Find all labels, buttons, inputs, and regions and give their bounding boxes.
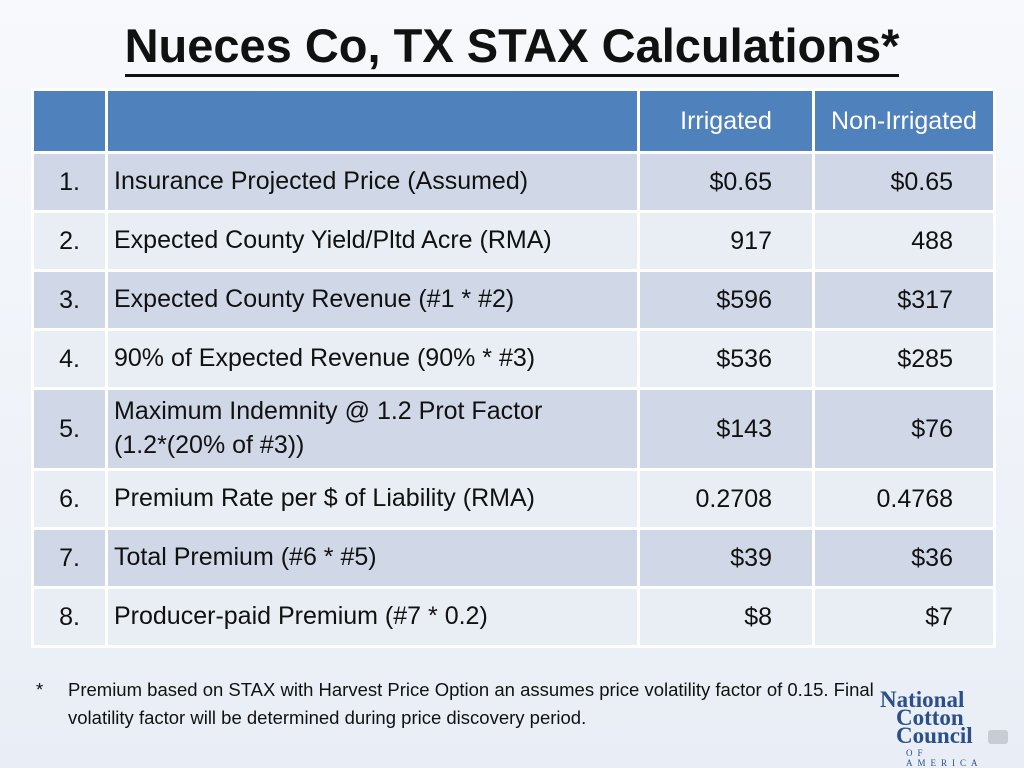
row-number: 3. bbox=[31, 269, 108, 331]
row-description: Producer-paid Premium (#7 * 0.2) bbox=[105, 586, 640, 648]
table-row: 3. Expected County Revenue (#1 * #2) $59… bbox=[31, 269, 996, 331]
table-row: 7. Total Premium (#6 * #5) $39 $36 bbox=[31, 527, 996, 589]
table-row: 5. Maximum Indemnity @ 1.2 Prot Factor (… bbox=[31, 387, 996, 471]
logo-line-council: Council bbox=[896, 723, 973, 748]
row-non-irrigated-value: $76 bbox=[812, 387, 996, 471]
row-irrigated-value: 0.2708 bbox=[637, 468, 815, 530]
stax-calculation-table: Irrigated Non-Irrigated 1. Insurance Pro… bbox=[31, 88, 996, 648]
header-cell-desc bbox=[105, 88, 640, 154]
table-row: 4. 90% of Expected Revenue (90% * #3) $5… bbox=[31, 328, 996, 390]
logo-emblem-icon bbox=[988, 730, 1008, 744]
table-row: 8. Producer-paid Premium (#7 * 0.2) $8 $… bbox=[31, 586, 996, 648]
row-description: Premium Rate per $ of Liability (RMA) bbox=[105, 468, 640, 530]
row-non-irrigated-value: 488 bbox=[812, 210, 996, 272]
row-non-irrigated-value: $0.65 bbox=[812, 151, 996, 213]
table-row: 2. Expected County Yield/Pltd Acre (RMA)… bbox=[31, 210, 996, 272]
row-description: Maximum Indemnity @ 1.2 Prot Factor (1.2… bbox=[105, 387, 640, 471]
header-cell-num bbox=[31, 88, 108, 154]
row-non-irrigated-value: $7 bbox=[812, 586, 996, 648]
row-description: Expected County Revenue (#1 * #2) bbox=[105, 269, 640, 331]
row-irrigated-value: $536 bbox=[637, 328, 815, 390]
table-row: 6. Premium Rate per $ of Liability (RMA)… bbox=[31, 468, 996, 530]
footnote-marker: * bbox=[36, 679, 44, 700]
row-number: 6. bbox=[31, 468, 108, 530]
ncc-logo: National Cotton Council OF AMERICA bbox=[880, 687, 1010, 768]
row-non-irrigated-value: $36 bbox=[812, 527, 996, 589]
logo-line-cotton: Cotton bbox=[896, 705, 964, 730]
row-non-irrigated-value: $285 bbox=[812, 328, 996, 390]
logo-tagline: OF AMERICA bbox=[906, 748, 983, 768]
row-description: 90% of Expected Revenue (90% * #3) bbox=[105, 328, 640, 390]
table-header-row: Irrigated Non-Irrigated bbox=[31, 88, 996, 154]
header-non-irrigated: Non-Irrigated bbox=[812, 88, 996, 154]
footnote: * Premium based on STAX with Harvest Pri… bbox=[36, 676, 886, 732]
row-description: Insurance Projected Price (Assumed) bbox=[105, 151, 640, 213]
row-number: 5. bbox=[31, 387, 108, 471]
row-number: 7. bbox=[31, 527, 108, 589]
row-description-line1: Maximum Indemnity @ 1.2 Prot Factor bbox=[114, 397, 543, 426]
row-non-irrigated-value: $317 bbox=[812, 269, 996, 331]
row-irrigated-value: $8 bbox=[637, 586, 815, 648]
row-description: Total Premium (#6 * #5) bbox=[105, 527, 640, 589]
header-irrigated: Irrigated bbox=[637, 88, 815, 154]
page-title: Nueces Co, TX STAX Calculations* bbox=[0, 18, 1024, 77]
row-irrigated-value: $143 bbox=[637, 387, 815, 471]
row-description-line2: (1.2*(20% of #3)) bbox=[114, 431, 305, 459]
row-number: 4. bbox=[31, 328, 108, 390]
row-irrigated-value: $0.65 bbox=[637, 151, 815, 213]
row-irrigated-value: $596 bbox=[637, 269, 815, 331]
table-row: 1. Insurance Projected Price (Assumed) $… bbox=[31, 151, 996, 213]
page-title-text: Nueces Co, TX STAX Calculations* bbox=[124, 19, 900, 77]
row-number: 1. bbox=[31, 151, 108, 213]
footnote-text: Premium based on STAX with Harvest Price… bbox=[68, 679, 874, 728]
row-number: 8. bbox=[31, 586, 108, 648]
row-irrigated-value: 917 bbox=[637, 210, 815, 272]
logo-line-national: National bbox=[880, 687, 965, 712]
row-description: Expected County Yield/Pltd Acre (RMA) bbox=[105, 210, 640, 272]
row-non-irrigated-value: 0.4768 bbox=[812, 468, 996, 530]
row-irrigated-value: $39 bbox=[637, 527, 815, 589]
row-number: 2. bbox=[31, 210, 108, 272]
